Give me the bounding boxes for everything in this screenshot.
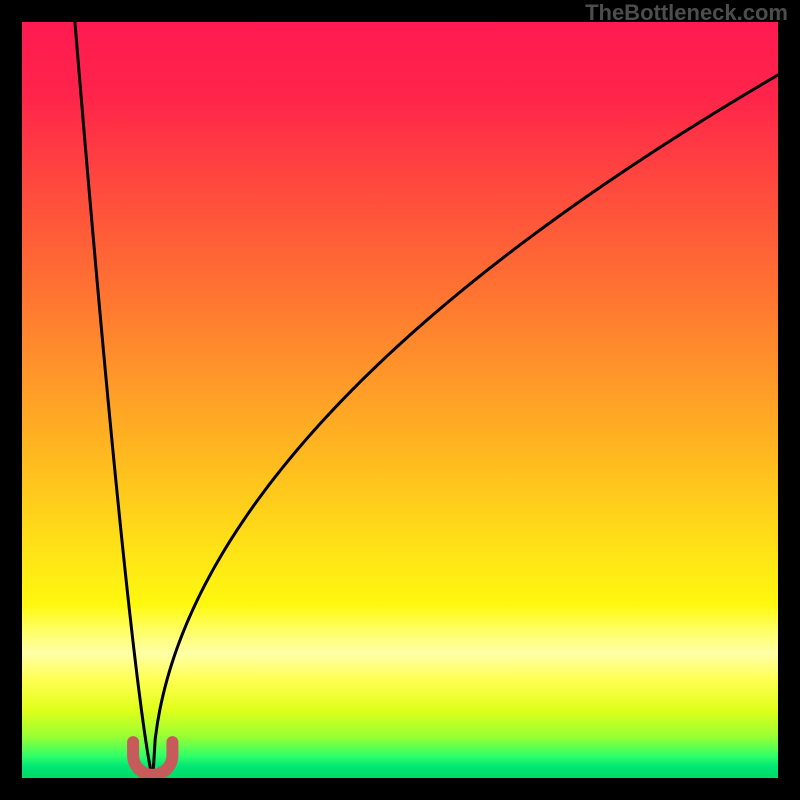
- watermark-text: TheBottleneck.com: [585, 0, 788, 26]
- plot-area: [22, 22, 778, 778]
- chart-svg: [22, 22, 778, 778]
